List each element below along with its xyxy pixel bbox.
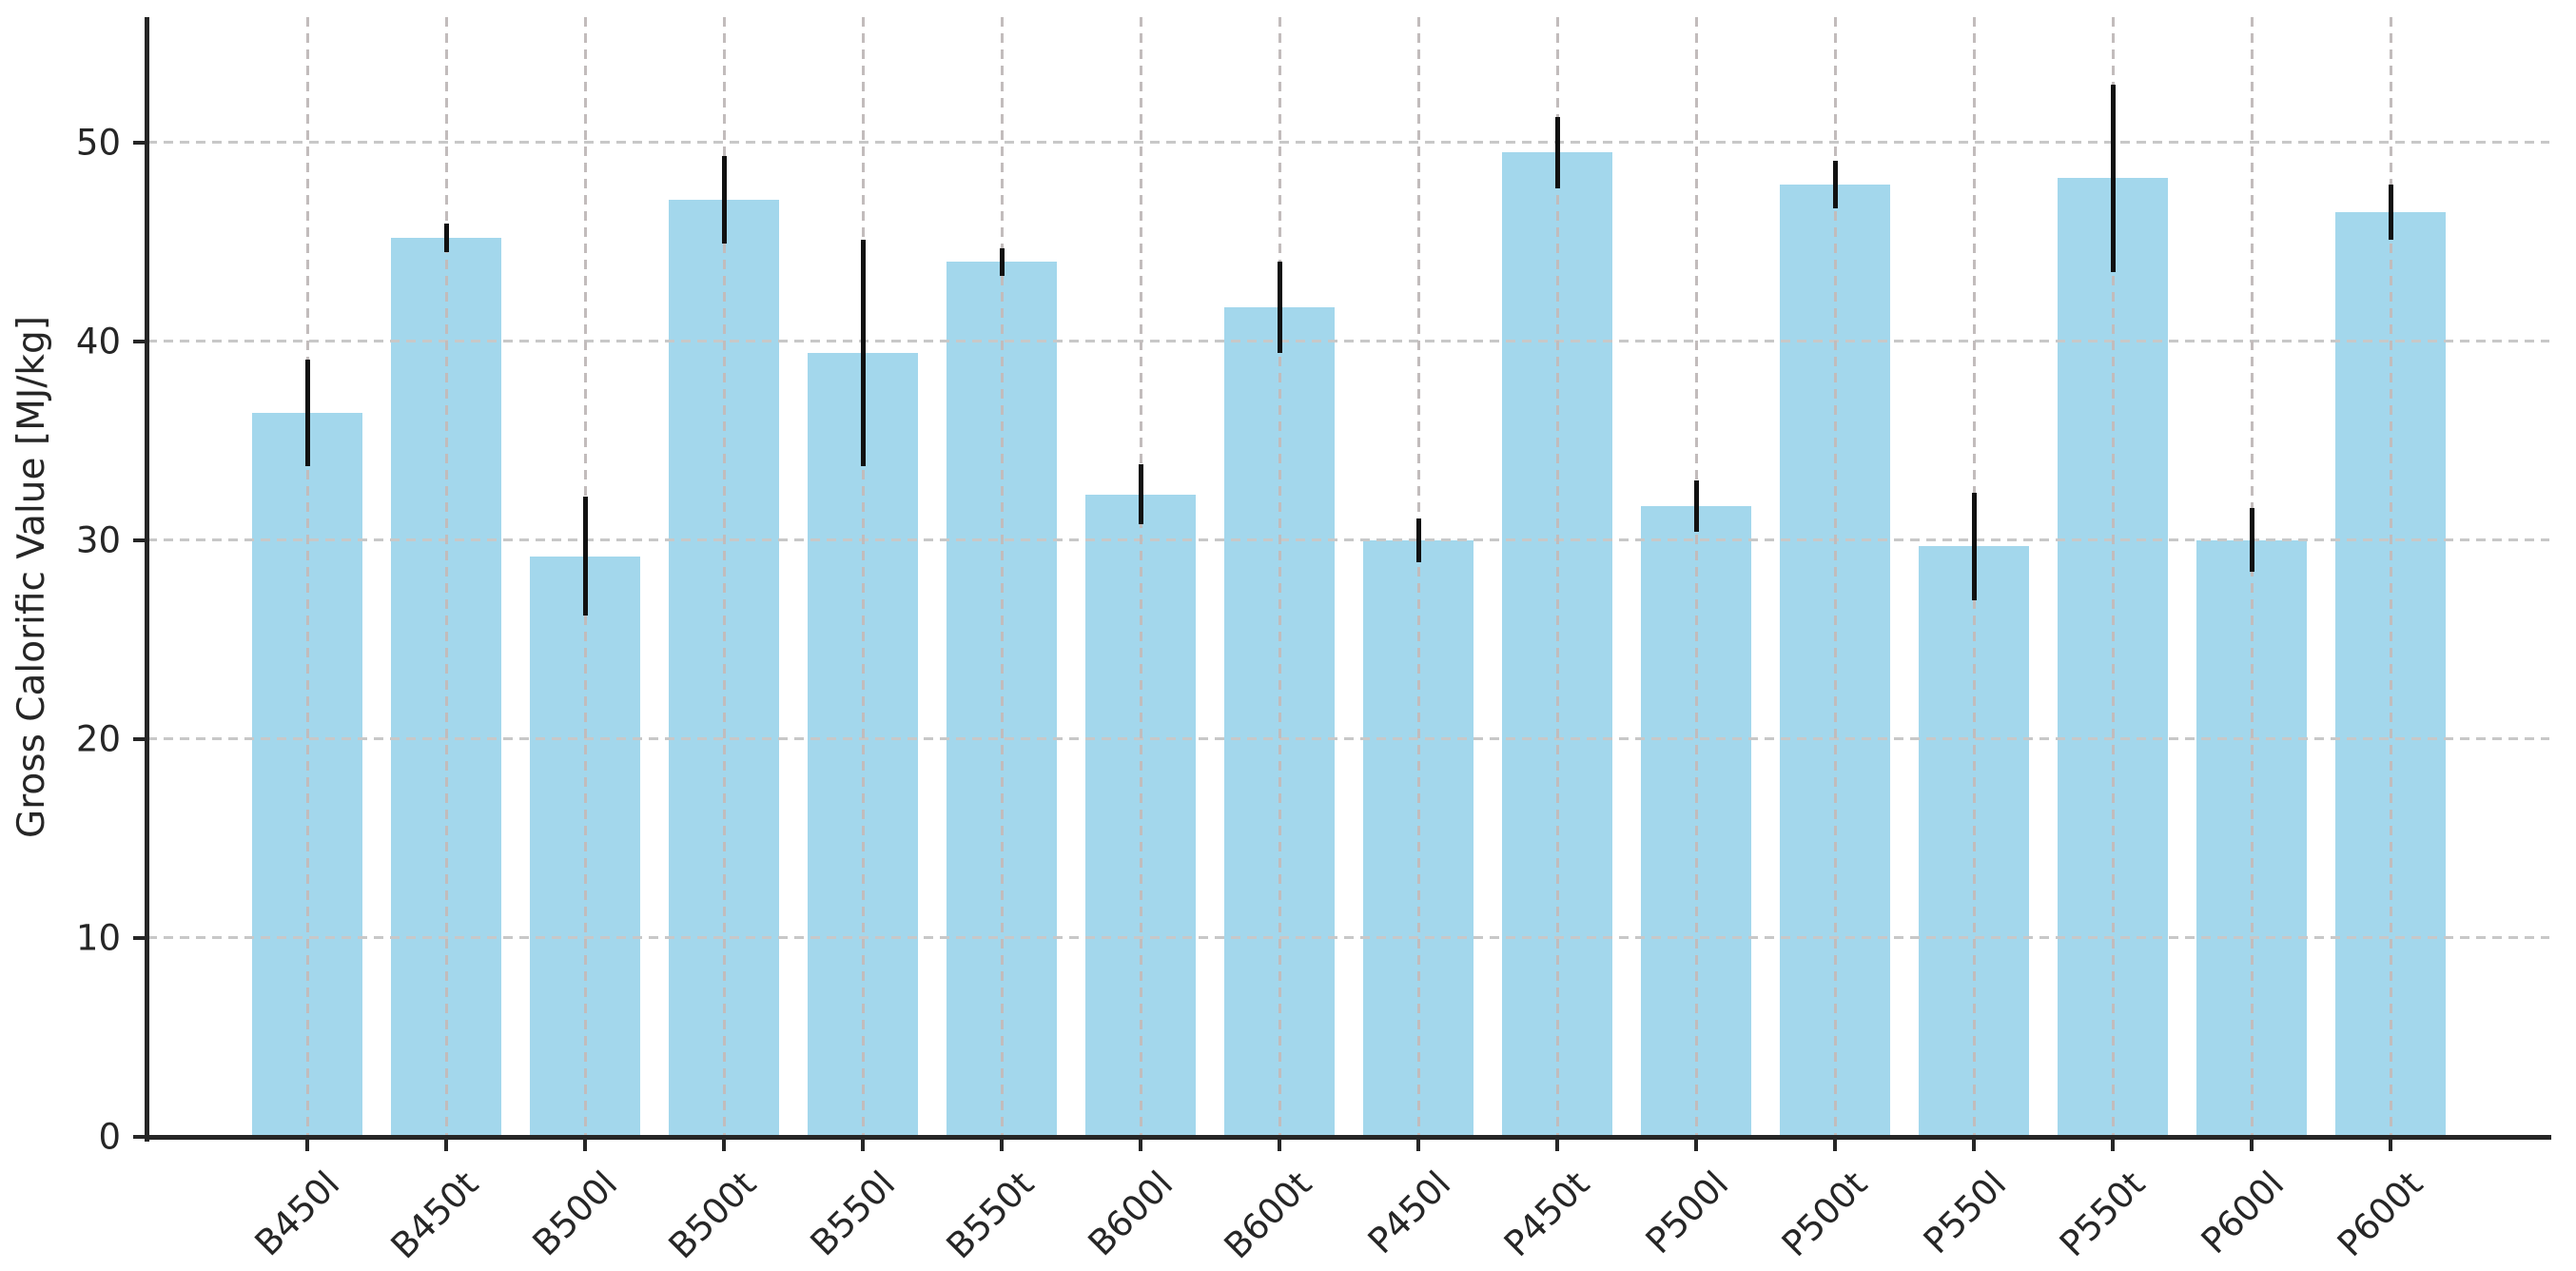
x-tick	[861, 1137, 865, 1151]
y-tick	[133, 736, 147, 741]
error-bar	[1415, 518, 1421, 562]
error-bar	[1971, 492, 1977, 600]
x-gridline	[861, 17, 865, 1137]
y-tick-label: 10	[75, 917, 121, 959]
x-tick	[1416, 1137, 1420, 1151]
error-bar	[1138, 464, 1143, 525]
x-tick-label: B500t	[660, 1163, 765, 1267]
y-tick	[133, 1135, 147, 1139]
error-bar	[2249, 508, 2254, 573]
x-tick	[1000, 1137, 1004, 1151]
y-gridline	[147, 936, 2549, 940]
x-tick-label: B550t	[938, 1163, 1043, 1267]
x-tick	[305, 1137, 309, 1151]
error-bar	[999, 247, 1005, 276]
error-bar	[582, 496, 588, 616]
x-tick-label: B600l	[1080, 1163, 1181, 1264]
x-axis-spine	[145, 1135, 2551, 1140]
y-tick	[133, 538, 147, 542]
error-bar	[1554, 116, 1560, 188]
error-bar	[1277, 262, 1282, 354]
x-tick	[583, 1137, 587, 1151]
x-tick-label: B550l	[802, 1163, 904, 1264]
y-tick	[133, 140, 147, 145]
y-axis-label: Gross Calorific Value [MJ/kg]	[10, 316, 53, 838]
y-gridline	[147, 737, 2549, 741]
y-gridline	[147, 340, 2549, 343]
x-tick	[1555, 1137, 1559, 1151]
x-gridline	[1833, 17, 1837, 1137]
y-tick-label: 50	[75, 122, 121, 164]
x-tick-label: P500l	[1637, 1163, 1737, 1262]
y-tick-label: 0	[98, 1116, 121, 1158]
x-gridline	[1555, 17, 1559, 1137]
error-bar	[860, 240, 866, 467]
x-tick	[1278, 1137, 1281, 1151]
x-tick	[444, 1137, 448, 1151]
x-tick	[2111, 1137, 2115, 1151]
y-tick-label: 20	[75, 718, 121, 760]
x-gridline	[1000, 17, 1004, 1137]
x-gridline	[1278, 17, 1281, 1137]
x-gridline	[2389, 17, 2392, 1137]
error-bar	[2388, 184, 2393, 241]
x-tick	[2250, 1137, 2254, 1151]
x-tick-label: P600l	[2193, 1163, 2293, 1262]
error-bar	[1693, 480, 1699, 533]
x-tick-label: B450l	[246, 1163, 348, 1264]
x-gridline	[2250, 17, 2254, 1137]
x-gridline	[444, 17, 448, 1137]
y-tick-label: 30	[75, 519, 121, 561]
x-tick-label: P550l	[1915, 1163, 2015, 1262]
y-tick	[133, 339, 147, 343]
error-bar	[304, 359, 310, 467]
x-gridline	[1416, 17, 1420, 1137]
x-gridline	[1694, 17, 1698, 1137]
error-bar	[721, 156, 727, 244]
x-tick-label: P550t	[2051, 1163, 2154, 1265]
x-tick-label: P450t	[1495, 1163, 1598, 1265]
x-tick-label: P500t	[1773, 1163, 1876, 1265]
x-tick	[1972, 1137, 1976, 1151]
x-gridline	[305, 17, 309, 1137]
x-tick-label: B500l	[524, 1163, 626, 1264]
x-tick	[1139, 1137, 1142, 1151]
x-gridline	[1139, 17, 1142, 1137]
error-bar	[2110, 85, 2116, 272]
x-tick	[1694, 1137, 1698, 1151]
x-tick-label: P600t	[2329, 1163, 2431, 1265]
x-gridline	[722, 17, 726, 1137]
x-tick	[1833, 1137, 1837, 1151]
x-gridline	[2111, 17, 2115, 1137]
y-gridline	[147, 141, 2549, 145]
y-tick	[133, 935, 147, 940]
y-tick-label: 40	[75, 321, 121, 362]
x-tick-label: P450l	[1359, 1163, 1459, 1262]
y-gridline	[147, 538, 2549, 542]
x-tick	[2389, 1137, 2392, 1151]
y-axis-spine	[145, 17, 149, 1142]
plot-area	[147, 17, 2549, 1137]
x-tick-label: B450t	[382, 1163, 487, 1267]
x-tick	[722, 1137, 726, 1151]
error-bar	[443, 224, 449, 252]
x-tick-label: B600t	[1216, 1163, 1320, 1267]
error-bar	[1832, 160, 1838, 208]
